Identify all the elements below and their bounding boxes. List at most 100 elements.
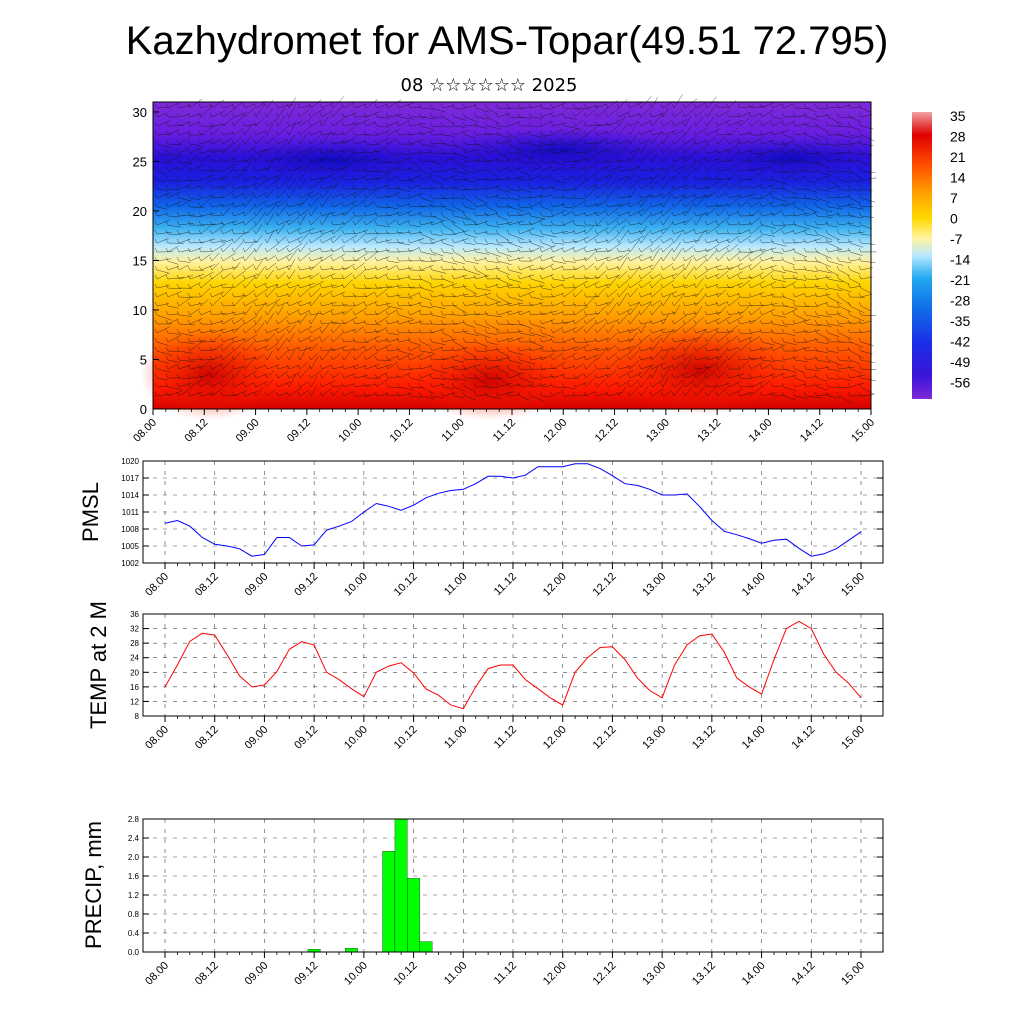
wind-barb-feather: [836, 130, 840, 136]
wind-barb: [288, 259, 295, 271]
wind-barb: [541, 368, 557, 370]
wind-barb-feather: [836, 355, 840, 361]
wind-barb-feather: [550, 355, 554, 361]
wind-barb-feather: [429, 265, 433, 271]
wind-barb-feather: [440, 337, 444, 343]
wind-barb-feather: [407, 157, 411, 163]
wind-barb: [365, 335, 380, 343]
y-tick-label: 24: [130, 654, 139, 663]
wind-barb-feather: [286, 112, 290, 118]
wind-barb: [728, 347, 739, 352]
pmsl-series-line: [164, 463, 862, 557]
wind-barb-feather: [572, 319, 576, 325]
wind-barb-feather: [528, 193, 532, 199]
wind-barb-feather: [462, 391, 466, 397]
wind-barb-feather: [836, 328, 840, 334]
wind-barb: [486, 224, 500, 228]
wind-barb-feather: [737, 202, 741, 208]
wind-barb: [200, 198, 210, 208]
wind-barb: [673, 230, 684, 235]
wind-barb: [838, 203, 855, 208]
wind-barb: [288, 97, 297, 109]
wind-barb-feather: [792, 265, 796, 271]
wind-barb: [816, 393, 831, 397]
wind-barb-feather: [363, 346, 367, 352]
wind-barb-feather: [495, 337, 499, 343]
wind-barb-feather: [319, 202, 323, 208]
wind-barb: [607, 274, 621, 280]
wind-barb-feather: [605, 265, 609, 271]
wind-barb-feather: [781, 310, 785, 316]
wind-barb: [222, 239, 233, 244]
wind-barb: [189, 197, 201, 201]
wind-barb: [541, 194, 552, 199]
wind-barb-feather: [627, 193, 631, 199]
wind-barb: [266, 161, 274, 172]
wind-barb: [376, 224, 391, 228]
wind-barb-feather: [825, 184, 829, 190]
wind-barb: [662, 263, 674, 271]
wind-barb: [387, 332, 399, 336]
wind-barb: [541, 256, 555, 262]
wind-barb: [662, 280, 674, 289]
wind-barb: [299, 109, 310, 118]
wind-barb: [156, 350, 173, 356]
wind-barb-feather: [715, 229, 719, 235]
wind-barb-feather: [550, 346, 554, 352]
wind-barb-feather: [550, 382, 554, 388]
wind-barb-feather: [242, 193, 246, 199]
wind-barb-feather: [396, 382, 400, 388]
wind-barb-feather: [847, 229, 851, 235]
wind-barb-feather: [264, 328, 268, 334]
wind-barb-feather: [825, 292, 829, 298]
wind-barb: [761, 139, 774, 145]
wind-barb-feather: [385, 121, 389, 127]
wind-barb: [563, 107, 580, 110]
wind-barb-feather: [737, 301, 741, 307]
wind-barb-feather: [330, 148, 334, 154]
wind-barb-feather: [407, 238, 411, 244]
wind-barb-feather: [517, 166, 521, 172]
wind-barb: [849, 106, 862, 109]
wind-barb-feather: [231, 274, 235, 280]
wind-barb: [343, 191, 358, 199]
wind-barb: [233, 241, 244, 253]
wind-barb: [651, 112, 665, 118]
wind-barb-feather: [319, 175, 323, 181]
precip-x-axis: 08.00 08.12 09.00 09.12 10.00 10.12 11.00 11.12…: [143, 952, 867, 988]
wind-barb: [541, 310, 558, 316]
wind-barb-feather: [418, 121, 422, 127]
wind-barb-feather: [649, 238, 653, 244]
colorbar-gradient: [912, 112, 932, 399]
wind-barb: [827, 305, 840, 309]
wind-barb-feather: [561, 346, 565, 352]
wind-barb: [409, 161, 420, 167]
wind-barb-feather: [770, 112, 774, 118]
wind-barb: [596, 240, 609, 244]
wind-barb: [816, 341, 829, 345]
wind-barb-feather: [517, 355, 521, 361]
wind-barb: [739, 251, 753, 262]
wind-barb: [706, 239, 719, 244]
wind-barb: [255, 288, 269, 298]
wind-barb: [629, 327, 640, 334]
wind-barb: [321, 167, 333, 172]
wind-barb-feather: [748, 130, 752, 136]
wind-barb-feather: [748, 220, 752, 226]
x-tick-label: 10.00: [342, 571, 370, 599]
wind-barb-feather: [341, 238, 345, 244]
wind-barb-feather: [506, 292, 510, 298]
wind-barb-feather: [616, 247, 620, 253]
wind-barb: [761, 179, 773, 181]
wind-barb: [299, 105, 311, 109]
wind-barb: [838, 377, 852, 382]
wind-barb-feather: [528, 283, 532, 289]
wind-barb-feather: [858, 301, 862, 307]
wind-barb: [409, 132, 424, 136]
wind-barb-feather: [396, 391, 400, 397]
wind-barb-feather: [803, 229, 807, 235]
wind-barb: [552, 284, 564, 289]
wind-barb: [541, 148, 556, 154]
wind-barb: [288, 145, 302, 154]
wind-barb: [211, 196, 224, 199]
